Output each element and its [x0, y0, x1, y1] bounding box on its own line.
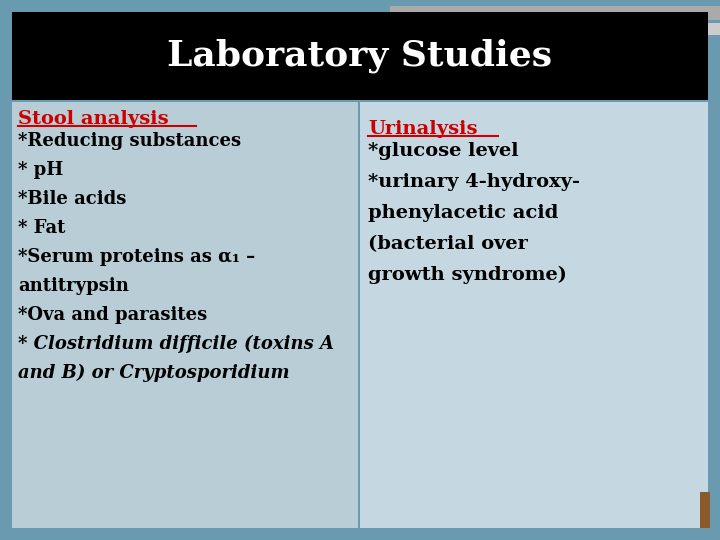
Text: Stool analysis: Stool analysis: [18, 110, 168, 128]
Text: *Reducing substances: *Reducing substances: [18, 132, 241, 150]
Text: * pH: * pH: [18, 161, 63, 179]
Text: Urinalysis: Urinalysis: [368, 120, 477, 138]
Text: *glucose level: *glucose level: [368, 142, 518, 160]
Text: Laboratory Studies: Laboratory Studies: [168, 39, 552, 73]
Text: (bacterial over: (bacterial over: [368, 235, 528, 253]
Bar: [360, 102, 708, 528]
Text: *urinary 4-hydroxy-: *urinary 4-hydroxy-: [368, 173, 580, 191]
Text: antitrypsin: antitrypsin: [18, 277, 129, 295]
Text: and B) or Cryptosporidium: and B) or Cryptosporidium: [18, 364, 289, 382]
Text: * Clostridium difficile (toxins A: * Clostridium difficile (toxins A: [18, 335, 334, 353]
Text: growth syndrome): growth syndrome): [368, 266, 567, 284]
Text: * Fat: * Fat: [18, 219, 66, 237]
Text: phenylacetic acid: phenylacetic acid: [368, 204, 559, 222]
Bar: [460, 23, 720, 35]
Text: *Serum proteins as α₁ –: *Serum proteins as α₁ –: [18, 248, 256, 266]
Text: *Bile acids: *Bile acids: [18, 190, 127, 208]
Bar: [700, 492, 710, 528]
Bar: [12, 102, 358, 528]
Text: *Ova and parasites: *Ova and parasites: [18, 306, 207, 324]
Bar: [12, 12, 708, 100]
Bar: [390, 6, 720, 20]
